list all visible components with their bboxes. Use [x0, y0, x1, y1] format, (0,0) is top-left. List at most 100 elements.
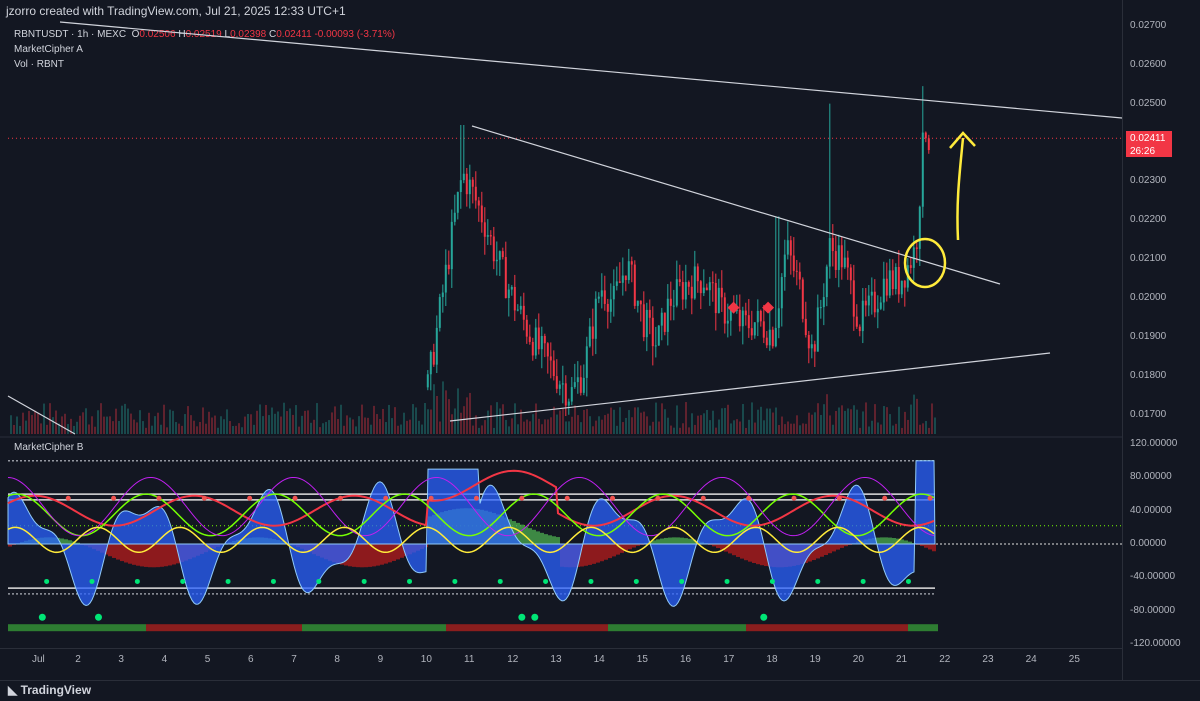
candle-body — [468, 179, 471, 195]
price-axis[interactable] — [1122, 0, 1200, 680]
volume-bar — [742, 404, 744, 434]
volume-bar — [382, 408, 384, 434]
candle-body — [765, 337, 768, 346]
volume-bar — [490, 405, 492, 434]
volume-bar — [853, 405, 855, 434]
volume-bar — [793, 423, 795, 434]
signal-bar-segment — [314, 624, 320, 632]
time-tick-label: 6 — [248, 654, 254, 665]
symbol-label[interactable]: RBNTUSDT · 1h · MEXC — [14, 29, 127, 40]
candle-body — [900, 280, 903, 295]
candle-body — [837, 245, 840, 270]
money-flow-bar — [688, 538, 692, 544]
volume-bar — [37, 413, 39, 434]
volume-bar — [466, 397, 468, 434]
volume-bar — [250, 414, 252, 434]
volume-bar — [415, 407, 417, 434]
candle-body — [549, 356, 552, 361]
signal-bar-segment — [422, 624, 428, 632]
volume-bar — [856, 409, 858, 434]
volume-bar — [100, 403, 102, 434]
volume-bar — [781, 416, 783, 434]
volume-bar — [424, 402, 426, 434]
panel-b-title[interactable]: MarketCipher B — [14, 442, 84, 453]
candle-body — [426, 374, 429, 388]
volume-bar — [730, 423, 732, 434]
candle-body — [870, 291, 873, 296]
candle-body — [615, 281, 618, 286]
money-flow-bar — [552, 536, 556, 544]
volume-bar — [583, 409, 585, 434]
time-tick-label: 14 — [593, 654, 605, 665]
volume-bar — [673, 427, 675, 434]
volume-bar — [865, 402, 867, 434]
volume-bar — [460, 412, 462, 434]
volume-bar — [895, 423, 897, 434]
volume-bar — [448, 399, 450, 434]
signal-bar-segment — [788, 624, 794, 632]
candle-body — [585, 346, 588, 378]
money-flow-bar — [656, 539, 660, 544]
volume-bar — [631, 417, 633, 434]
candle-body — [591, 326, 594, 339]
signal-bar-segment — [830, 624, 836, 632]
volume-bar — [823, 404, 825, 434]
candle-body — [462, 173, 465, 181]
signal-bar-segment — [662, 624, 668, 632]
indicator-a-label[interactable]: MarketCipher A — [14, 44, 83, 55]
signal-bar-segment — [596, 624, 602, 632]
volume-bar — [112, 421, 114, 434]
volume-bar — [442, 381, 444, 434]
candle-body — [582, 377, 585, 393]
signal-bar-segment — [542, 624, 548, 632]
candle-body — [567, 401, 570, 406]
volume-bar — [154, 416, 156, 434]
cross-dot-red — [337, 495, 343, 501]
candle-body — [570, 387, 573, 402]
money-flow-bar — [616, 544, 620, 555]
indicator-vol-label[interactable]: Vol · RBNT — [14, 59, 65, 70]
money-flow-bar — [628, 544, 632, 550]
volume-bar — [772, 412, 774, 434]
signal-bar-segment — [194, 624, 200, 632]
money-flow-bar — [116, 544, 120, 560]
money-flow-bar — [384, 544, 388, 564]
volume-bar — [682, 423, 684, 434]
candle-body — [792, 255, 795, 271]
volume-bar — [790, 423, 792, 434]
candle-body — [885, 278, 888, 296]
signal-diamond — [762, 301, 775, 314]
money-flow-bar — [372, 544, 376, 567]
time-axis[interactable] — [0, 648, 1122, 679]
signal-bar-segment — [104, 624, 110, 632]
cipher-tick-label: -120.00000 — [1130, 637, 1181, 649]
volume-bar — [331, 412, 333, 434]
candle-body — [645, 309, 648, 338]
candle-body — [432, 351, 435, 365]
volume-bar — [136, 422, 138, 434]
volume-bar — [568, 421, 570, 434]
signal-bar-segment — [164, 624, 170, 632]
time-tick-label: 19 — [809, 654, 821, 665]
candle-body — [795, 270, 798, 272]
volume-bar — [667, 417, 669, 434]
money-flow-bar — [364, 544, 368, 568]
signal-bar-segment — [356, 624, 362, 632]
volume-bar — [838, 407, 840, 434]
volume-bar — [310, 422, 312, 434]
money-flow-bar — [588, 544, 592, 565]
volume-bar — [769, 408, 771, 434]
tradingview-logo[interactable]: ◣ TradingView — [8, 683, 91, 697]
signal-bar-segment — [590, 624, 596, 632]
volume-bar — [628, 410, 630, 434]
money-flow-bar — [844, 544, 848, 547]
signal-bar-segment — [290, 624, 296, 632]
money-flow-bar — [880, 537, 884, 544]
low-label: L — [224, 29, 231, 40]
volume-bar — [805, 423, 807, 434]
price-tick-label: 0.02700 — [1130, 19, 1167, 31]
price-tick-label: 0.01700 — [1130, 408, 1167, 420]
signal-bar-segment — [524, 624, 530, 632]
cipher-tick-label: -80.00000 — [1130, 604, 1176, 616]
